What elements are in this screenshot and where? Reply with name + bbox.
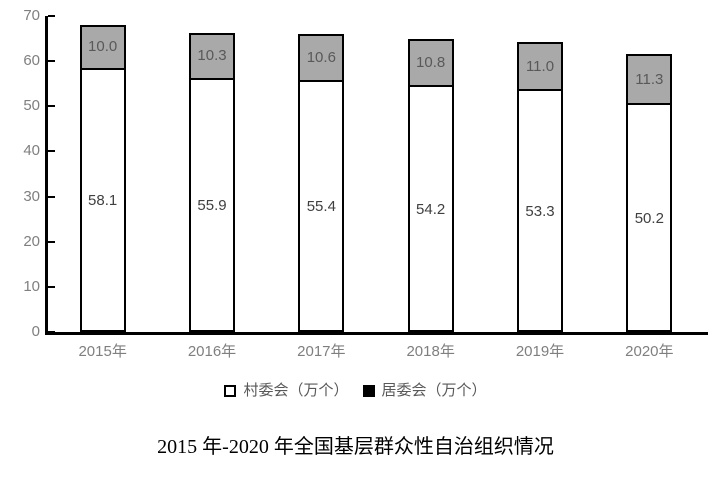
bar-segment-1-2020年 — [626, 54, 673, 106]
bar-segment-0-2017年 — [298, 81, 345, 332]
value-label: 11.0 — [525, 57, 555, 75]
value-label: 55.4 — [306, 197, 336, 215]
bar-segment-0-2019年 — [517, 91, 563, 332]
bar-segment-1-2015年 — [79, 24, 126, 70]
category-label-2015年: 2015年 — [78, 343, 127, 360]
x-axis — [45, 332, 708, 335]
y-tick-label: 40 — [23, 142, 40, 160]
y-tick-label: 50 — [23, 97, 40, 115]
value-label: 55.9 — [197, 196, 227, 214]
legend-swatch-cunweihui — [224, 385, 237, 397]
y-tick-label: 70 — [23, 7, 40, 24]
category-label-2019年: 2019年 — [515, 343, 565, 360]
y-axis-tick — [48, 150, 55, 153]
y-axis-tick — [48, 105, 55, 108]
y-axis-tick — [48, 195, 55, 198]
bar-segment-0-2018年 — [407, 87, 454, 332]
y-axis-tick — [48, 60, 55, 63]
value-label: 53.3 — [525, 202, 555, 220]
legend-swatch-juweihui — [362, 385, 375, 397]
bar-segment-0-2020年 — [626, 105, 673, 332]
value-label: 10.0 — [88, 38, 118, 56]
value-label: 10.3 — [197, 47, 227, 65]
legend-label-juweihui: 居委会（万个） — [381, 382, 487, 399]
category-label-2020年: 2020年 — [625, 343, 674, 360]
y-tick-label: 20 — [23, 232, 40, 250]
y-axis-tick — [48, 285, 55, 288]
legend-item-juweihui: 居委会（万个） — [362, 381, 487, 401]
category-label-2016年: 2016年 — [187, 343, 237, 360]
y-tick-label: 60 — [23, 52, 40, 70]
value-label: 54.2 — [416, 200, 446, 218]
y-tick-label: 30 — [23, 187, 40, 205]
y-axis-tick — [48, 240, 55, 243]
chart-title: 2015 年-2020 年全国基层群众性自治组织情况 — [157, 436, 554, 458]
bar-segment-1-2019年 — [517, 41, 563, 92]
y-tick-label: 10 — [23, 277, 40, 295]
bar-segment-0-2016年 — [189, 79, 235, 332]
bar-segment-1-2017年 — [298, 34, 345, 82]
bar-segment-0-2015年 — [79, 69, 126, 332]
bar-segment-1-2016年 — [189, 33, 235, 80]
value-label: 58.1 — [88, 191, 118, 209]
bar-segment-1-2018年 — [407, 38, 454, 88]
legend-item-cunweihui: 村委会（万个） — [224, 381, 349, 401]
y-axis-tick — [48, 15, 55, 17]
category-label-2018年: 2018年 — [406, 343, 455, 360]
y-axis-tick — [48, 331, 55, 333]
y-axis — [45, 16, 48, 335]
value-label: 10.8 — [416, 53, 446, 71]
value-label: 10.6 — [306, 48, 336, 66]
legend-label-cunweihui: 村委会（万个） — [243, 382, 349, 399]
value-label: 50.2 — [634, 209, 664, 227]
value-label: 11.3 — [635, 70, 664, 88]
category-label-2017年: 2017年 — [297, 343, 346, 360]
legend: 村委会（万个） 居委会（万个） — [0, 381, 711, 401]
y-tick-label: 0 — [31, 323, 40, 340]
